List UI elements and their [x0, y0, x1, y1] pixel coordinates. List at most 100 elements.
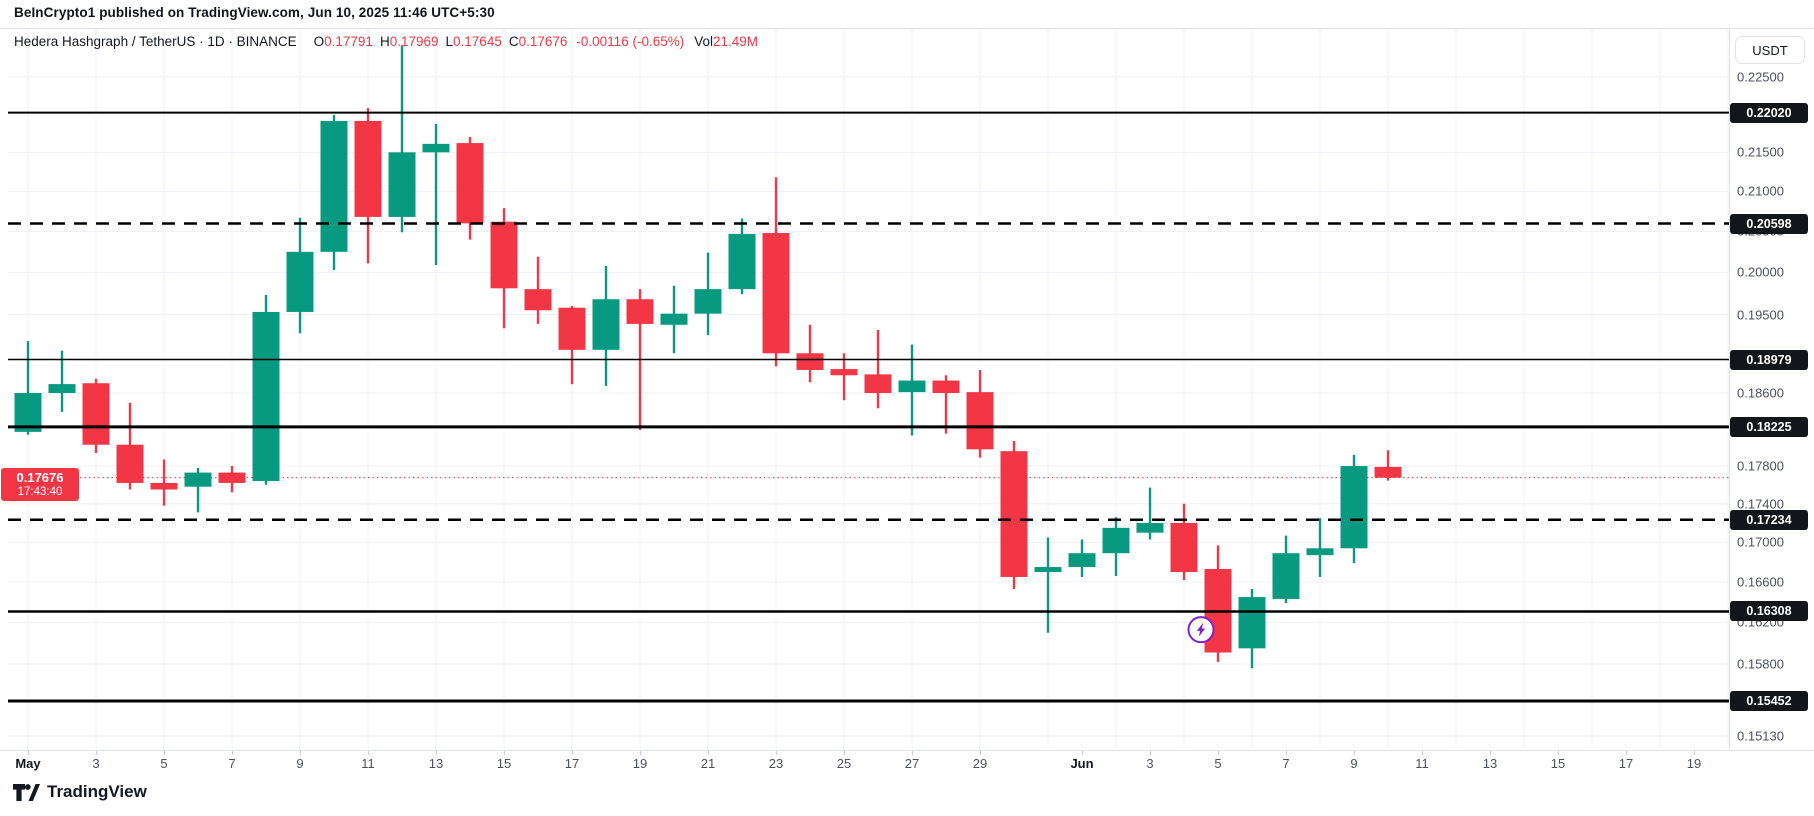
price-level-badge: 0.16308	[1730, 601, 1808, 622]
current-price-value: 0.17676	[16, 469, 64, 485]
price-tick-label: 0.21500	[1737, 144, 1784, 160]
chart-frame	[0, 28, 1814, 750]
candle[interactable]	[558, 306, 586, 385]
time-tick-mark	[504, 751, 505, 755]
candle[interactable]	[1306, 518, 1334, 577]
gridlines	[8, 29, 1729, 750]
candle[interactable]	[82, 378, 110, 454]
candle[interactable]	[388, 45, 416, 233]
time-tick-label: 7	[228, 756, 236, 771]
price-tick-label: 0.17400	[1737, 496, 1784, 512]
low-value: 0.17645	[453, 34, 502, 49]
candle[interactable]	[898, 344, 926, 436]
candle[interactable]	[116, 402, 144, 490]
currency-toggle-button[interactable]: USDT	[1735, 36, 1805, 64]
candle[interactable]	[1068, 539, 1096, 577]
tradingview-logo[interactable]: TradingView	[13, 782, 147, 802]
time-tick-mark	[164, 751, 165, 755]
change-value: -0.00116 (-0.65%)	[576, 34, 685, 49]
candle[interactable]	[966, 369, 994, 458]
price-level-badge: 0.17234	[1730, 509, 1808, 530]
candle[interactable]	[1136, 487, 1164, 540]
attribution-bar: BeInCrypto1 published on TradingView.com…	[14, 5, 495, 20]
candle[interactable]	[218, 466, 246, 493]
time-tick-label: 11	[1415, 756, 1429, 771]
bar-close-countdown: 17:43:40	[17, 485, 63, 498]
time-tick-label: 15	[1550, 756, 1566, 771]
time-tick-label: 27	[904, 756, 920, 771]
time-tick-mark	[1218, 751, 1219, 755]
price-tick-label: 0.20000	[1737, 264, 1784, 280]
price-tick-label: 0.15800	[1737, 656, 1784, 672]
candle[interactable]	[694, 252, 722, 336]
price-axis[interactable]: 0.225000.215000.210000.205000.200000.195…	[1729, 29, 1814, 750]
time-tick-label: 21	[700, 756, 716, 771]
candle[interactable]	[1102, 517, 1130, 576]
candle[interactable]	[184, 467, 212, 513]
candle[interactable]	[762, 177, 790, 367]
candle[interactable]	[728, 218, 756, 295]
time-tick-mark	[1354, 751, 1355, 755]
candle[interactable]	[660, 285, 688, 354]
high-value: 0.17969	[389, 34, 439, 49]
current-price-badge: 0.17676 17:43:40	[1, 467, 79, 501]
candle[interactable]	[490, 208, 518, 329]
price-levels	[8, 111, 1729, 703]
candle[interactable]	[286, 217, 314, 334]
candle[interactable]	[252, 295, 280, 485]
time-tick-mark	[1286, 751, 1287, 755]
tradingview-logo-icon	[13, 783, 40, 801]
candle[interactable]	[1204, 545, 1232, 662]
lightning-marker-icon[interactable]	[1187, 616, 1215, 644]
candle[interactable]	[14, 341, 42, 435]
candle[interactable]	[1000, 441, 1028, 589]
high-label: H	[379, 34, 390, 49]
candle[interactable]	[830, 353, 858, 401]
candles-series[interactable]	[14, 45, 1402, 669]
open-value: 0.17791	[324, 34, 373, 49]
candle[interactable]	[524, 256, 552, 324]
candle[interactable]	[1034, 537, 1062, 633]
time-tick-label: 9	[1350, 756, 1358, 771]
time-tick-label: 7	[1282, 756, 1290, 771]
candle[interactable]	[422, 123, 450, 265]
time-tick-mark	[776, 751, 777, 755]
candle[interactable]	[932, 375, 960, 434]
candle[interactable]	[592, 265, 620, 386]
time-axis[interactable]: May 3 5 7 9 11 13 15 17 19 21 23 25 27 29 Jun 3 5 7 9 11 13 15…	[0, 750, 1814, 777]
time-tick-label: 17	[564, 756, 580, 771]
candle[interactable]	[48, 350, 76, 412]
price-tick-label: 0.17800	[1737, 458, 1784, 474]
candle[interactable]	[864, 329, 892, 409]
close-label: C	[508, 34, 519, 49]
time-tick-mark	[1150, 751, 1151, 755]
time-tick-mark	[300, 751, 301, 755]
candle[interactable]	[1170, 503, 1198, 580]
time-tick-mark	[912, 751, 913, 755]
candle[interactable]	[796, 324, 824, 383]
time-tick-mark	[640, 751, 641, 755]
price-level-badge: 0.20598	[1730, 213, 1808, 234]
time-tick-label: 17	[1618, 756, 1634, 771]
time-tick-mark	[1490, 751, 1491, 755]
time-tick-label: 9	[296, 756, 304, 771]
currency-toggle-label: USDT	[1752, 42, 1788, 58]
candle[interactable]	[150, 459, 178, 506]
candle[interactable]	[1272, 535, 1300, 604]
price-tick-label: 0.18600	[1737, 385, 1784, 401]
price-tick-label: 0.17000	[1737, 534, 1784, 550]
price-tick-label: 0.22500	[1737, 69, 1784, 85]
time-tick-mark	[844, 751, 845, 755]
candle[interactable]	[1340, 454, 1368, 564]
time-tick-mark	[1626, 751, 1627, 755]
time-tick-label: 29	[972, 756, 988, 771]
candle[interactable]	[354, 108, 382, 264]
time-tick-label: 5	[160, 756, 168, 771]
candle[interactable]	[1238, 588, 1266, 669]
time-tick-label: 5	[1214, 756, 1222, 771]
candle[interactable]	[1374, 450, 1402, 481]
candle[interactable]	[320, 114, 348, 270]
price-tick-label: 0.16600	[1737, 574, 1784, 590]
